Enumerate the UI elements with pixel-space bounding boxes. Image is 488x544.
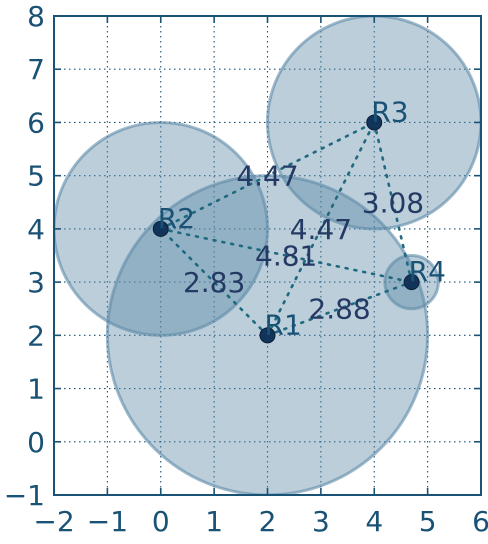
y-tick-label: −1	[4, 479, 45, 512]
y-tick-label: 0	[27, 426, 45, 459]
y-tick-label: 8	[27, 0, 45, 33]
x-tick-label: 5	[419, 505, 437, 538]
x-tick-label: 2	[259, 505, 277, 538]
x-tick-label: 1	[205, 505, 223, 538]
y-tick-label: 4	[27, 213, 45, 246]
edge-label-r1-r2: 2.83	[183, 266, 245, 299]
point-label-r4: R4	[409, 255, 446, 288]
edge-label-r2-r3: 4.47	[236, 160, 298, 193]
y-tick-label: 2	[27, 319, 45, 352]
edge-label-r2-r4: 4.81	[255, 240, 317, 273]
edge-label-r1-r4: 2.88	[308, 293, 370, 326]
point-label-r3: R3	[371, 95, 408, 128]
edge-label-r3-r4: 3.08	[362, 186, 424, 219]
point-label-r2: R2	[158, 202, 195, 235]
x-tick-label: 0	[152, 505, 170, 538]
point-label-r1: R1	[265, 308, 302, 341]
y-tick-label: 6	[27, 106, 45, 139]
y-tick-label: 1	[27, 373, 45, 406]
x-tick-label: 4	[365, 505, 383, 538]
x-tick-label: −1	[87, 505, 128, 538]
x-tick-label: 6	[472, 505, 488, 538]
x-tick-label: 3	[312, 505, 330, 538]
y-tick-label: 7	[27, 53, 45, 86]
y-tick-label: 5	[27, 160, 45, 193]
y-tick-label: 3	[27, 266, 45, 299]
